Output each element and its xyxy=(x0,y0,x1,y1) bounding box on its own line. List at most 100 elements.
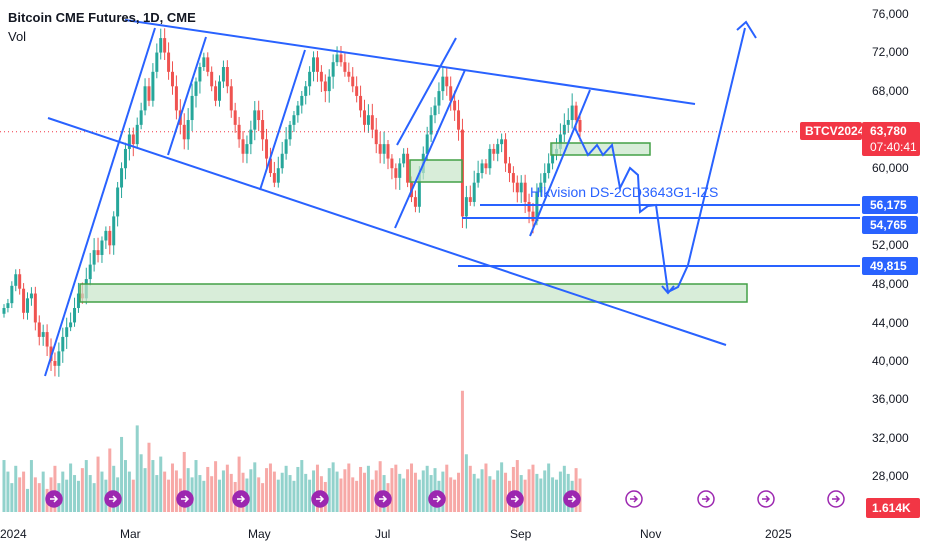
candle-body[interactable] xyxy=(315,57,319,72)
event-icon[interactable] xyxy=(757,490,775,508)
candle-body[interactable] xyxy=(288,124,292,140)
candle-body[interactable] xyxy=(362,110,366,125)
candle-body[interactable] xyxy=(531,211,535,222)
event-icon[interactable] xyxy=(827,490,845,508)
candle-body[interactable] xyxy=(221,67,225,82)
candle-body[interactable] xyxy=(253,110,257,130)
candle-body[interactable] xyxy=(194,81,198,96)
event-icon[interactable] xyxy=(45,490,63,508)
candle-body[interactable] xyxy=(366,115,370,125)
event-icon[interactable] xyxy=(374,490,392,508)
candle-body[interactable] xyxy=(284,139,288,154)
candle-body[interactable] xyxy=(312,57,316,72)
candle-body[interactable] xyxy=(73,307,77,323)
candle-body[interactable] xyxy=(76,293,80,308)
event-icon[interactable] xyxy=(506,490,524,508)
event-icon[interactable] xyxy=(104,490,122,508)
candle-body[interactable] xyxy=(449,86,453,101)
candle-body[interactable] xyxy=(551,153,555,164)
candle-body[interactable] xyxy=(61,336,65,352)
candle-body[interactable] xyxy=(527,201,531,212)
event-icon[interactable] xyxy=(311,490,329,508)
candle-body[interactable] xyxy=(382,144,386,154)
candle-body[interactable] xyxy=(492,148,496,154)
level-tag-49815[interactable]: 49,815 xyxy=(862,257,918,275)
candle-body[interactable] xyxy=(45,332,49,347)
candle-body[interactable] xyxy=(218,81,222,101)
level-tag-56175[interactable]: 56,175 xyxy=(862,196,918,214)
candle-body[interactable] xyxy=(10,285,14,304)
level-tag-54765[interactable]: 54,765 xyxy=(862,216,918,234)
projection-path[interactable] xyxy=(574,27,746,294)
candle-body[interactable] xyxy=(26,298,30,313)
candle-body[interactable] xyxy=(562,124,566,135)
candle-body[interactable] xyxy=(241,139,245,154)
candle-body[interactable] xyxy=(6,303,10,308)
candle-body[interactable] xyxy=(445,76,449,87)
annotation-text[interactable]: Hikvision DS-2CD3643G1-IZS xyxy=(530,184,718,200)
candle-body[interactable] xyxy=(425,134,429,154)
candle-body[interactable] xyxy=(378,144,382,154)
candle-body[interactable] xyxy=(429,115,433,135)
candle-body[interactable] xyxy=(390,158,394,169)
candle-body[interactable] xyxy=(53,361,57,366)
candle-body[interactable] xyxy=(276,168,280,183)
candle-body[interactable] xyxy=(343,62,347,72)
candle-body[interactable] xyxy=(386,144,390,159)
candle-body[interactable] xyxy=(515,182,519,193)
candle-body[interactable] xyxy=(331,62,335,77)
candle-body[interactable] xyxy=(225,67,229,87)
symbol-title[interactable]: Bitcoin CME Futures, 1D, CME xyxy=(8,10,196,25)
zone-lower[interactable] xyxy=(79,283,748,303)
candle-body[interactable] xyxy=(257,110,261,121)
candle-body[interactable] xyxy=(300,95,304,106)
candle-body[interactable] xyxy=(123,148,127,169)
candle-body[interactable] xyxy=(57,351,61,366)
candle-body[interactable] xyxy=(22,288,26,313)
candle-body[interactable] xyxy=(65,327,69,337)
candle-body[interactable] xyxy=(37,322,41,337)
candle-body[interactable] xyxy=(570,105,574,121)
candle-body[interactable] xyxy=(374,129,378,145)
impulse-line-4[interactable] xyxy=(396,37,457,146)
candle-body[interactable] xyxy=(351,76,355,87)
candle-body[interactable] xyxy=(261,120,265,140)
candle-body[interactable] xyxy=(268,158,272,174)
candle-body[interactable] xyxy=(472,182,476,202)
candle-body[interactable] xyxy=(108,230,112,246)
candle-body[interactable] xyxy=(33,293,37,323)
candle-body[interactable] xyxy=(323,81,327,92)
candle-body[interactable] xyxy=(2,307,6,314)
candle-body[interactable] xyxy=(41,332,45,337)
candle-body[interactable] xyxy=(233,110,237,125)
candle-body[interactable] xyxy=(488,148,492,169)
candle-body[interactable] xyxy=(116,187,120,217)
candle-body[interactable] xyxy=(229,86,233,111)
candle-body[interactable] xyxy=(135,124,139,145)
candle-body[interactable] xyxy=(347,71,351,77)
candle-body[interactable] xyxy=(339,54,343,63)
volume-tag[interactable]: 1.614K xyxy=(866,498,920,518)
impulse-line-6[interactable] xyxy=(529,89,591,237)
candle-body[interactable] xyxy=(535,192,539,222)
candle-body[interactable] xyxy=(578,120,582,132)
candle-body[interactable] xyxy=(413,197,417,207)
candle-body[interactable] xyxy=(558,134,562,149)
candle-body[interactable] xyxy=(480,163,484,174)
candle-body[interactable] xyxy=(237,124,241,140)
candle-body[interactable] xyxy=(159,38,163,53)
event-icon[interactable] xyxy=(563,490,581,508)
candle-body[interactable] xyxy=(406,153,410,183)
candle-body[interactable] xyxy=(504,139,508,164)
candle-body[interactable] xyxy=(539,182,543,193)
event-icon[interactable] xyxy=(625,490,643,508)
candle-body[interactable] xyxy=(308,71,312,87)
candle-body[interactable] xyxy=(468,197,472,202)
candle-body[interactable] xyxy=(100,240,104,255)
impulse-line-3[interactable] xyxy=(259,49,306,191)
candle-body[interactable] xyxy=(355,86,359,96)
candle-body[interactable] xyxy=(155,52,159,72)
price-axis[interactable]: 76,000 72,000 68,000 60,000 52,000 48,00… xyxy=(872,7,909,483)
candle-body[interactable] xyxy=(120,168,124,188)
